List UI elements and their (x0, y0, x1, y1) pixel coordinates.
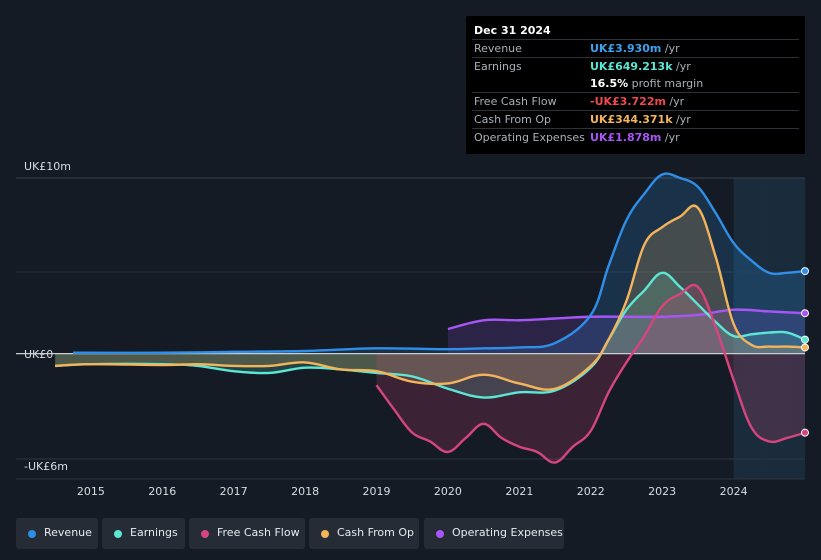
tooltip-value: -UK£3.722m (590, 95, 666, 108)
tooltip-value: UK£649.213k (590, 60, 673, 73)
operating-expenses-endpoint (801, 309, 809, 318)
x-tick-label: 2020 (434, 485, 462, 498)
revenue-line (72, 172, 806, 355)
legend-label: Revenue (44, 526, 92, 539)
x-tick-label: 2017 (220, 485, 248, 498)
tooltip: Dec 31 2024 Revenue UK£3.930m /yr Earnin… (466, 16, 805, 154)
tooltip-divider (472, 57, 799, 58)
tooltip-unit: /yr (665, 95, 685, 108)
legend-item-revenue[interactable]: Revenue (16, 518, 98, 549)
tooltip-divider (472, 92, 799, 93)
x-tick-label: 2018 (291, 485, 319, 498)
tooltip-row-earnings: Earnings UK£649.213k /yr (466, 58, 805, 75)
legend-dot-icon (201, 530, 209, 538)
tooltip-value: UK£1.878m (590, 131, 662, 144)
legend-dot-icon (321, 530, 329, 538)
tooltip-label: Revenue (474, 42, 522, 55)
legend-label: Earnings (130, 526, 178, 539)
x-tick-label: 2023 (648, 485, 676, 498)
tooltip-row-free-cash-flow: Free Cash Flow -UK£3.722m /yr (466, 93, 805, 110)
earnings-line (55, 271, 806, 399)
x-tick-label: 2022 (577, 485, 605, 498)
tooltip-row-operating-expenses: Operating Expenses UK£1.878m /yr (466, 129, 805, 146)
legend-label: Operating Expenses (452, 526, 563, 539)
revenue-endpoint (801, 267, 809, 276)
x-tick-label: 2021 (505, 485, 533, 498)
series-endpoints (801, 267, 809, 437)
tooltip-date: Dec 31 2024 (474, 24, 551, 37)
x-tick-labels: 2015 2016 2017 2018 2019 2020 2021 2022 2023 2024 (77, 485, 748, 498)
x-tick-label: 2015 (77, 485, 105, 498)
tooltip-unit: profit margin (628, 77, 704, 90)
x-tick-label: 2016 (148, 485, 176, 498)
free-cash-flow-area (376, 284, 805, 463)
legend-dot-icon (114, 530, 122, 538)
legend-dot-icon (436, 530, 444, 538)
legend-label: Free Cash Flow (217, 526, 300, 539)
tooltip-label: Operating Expenses (474, 131, 585, 144)
legend-item-free-cash-flow[interactable]: Free Cash Flow (189, 518, 305, 549)
tooltip-label: Cash From Op (474, 113, 552, 126)
operating-expenses-line (447, 308, 806, 331)
tooltip-unit: /yr (672, 113, 691, 126)
x-tick-label: 2024 (720, 485, 748, 498)
cash-from-op-endpoint (801, 343, 809, 352)
series-areas (55, 173, 806, 463)
cash-from-op-line (55, 204, 806, 391)
x-tick-label: 2019 (363, 485, 391, 498)
tooltip-label: Free Cash Flow (474, 95, 557, 108)
legend-dot-icon (28, 530, 36, 538)
free-cash-flow-line (375, 283, 806, 464)
tooltip-unit: /yr (661, 42, 680, 55)
legend-item-cash-from-op[interactable]: Cash From Op (309, 518, 419, 549)
tooltip-value: UK£3.930m (590, 42, 662, 55)
tooltip-row-profit-margin: 16.5% profit margin (466, 75, 805, 92)
tooltip-divider (472, 128, 799, 129)
tooltip-divider (472, 110, 799, 111)
legend-label: Cash From Op (337, 526, 415, 539)
y-label-top: UK£10m (24, 160, 71, 173)
cash-from-op-area (55, 205, 806, 390)
tooltip-unit: /yr (672, 60, 691, 73)
tooltip-value: UK£344.371k (590, 113, 673, 126)
legend-item-operating-expenses[interactable]: Operating Expenses (424, 518, 564, 549)
tooltip-value: 16.5% (590, 77, 629, 90)
free-cash-flow-endpoint (801, 428, 809, 437)
tooltip-divider (472, 39, 799, 40)
series-lines (55, 172, 806, 464)
tooltip-row-cash-from-op: Cash From Op UK£344.371k /yr (466, 111, 805, 128)
revenue-area (72, 173, 805, 354)
y-label-bottom: -UK£6m (24, 460, 68, 473)
y-label-zero: UK£0 (24, 348, 53, 361)
forecast-shade (733, 178, 805, 479)
earnings-endpoint (801, 335, 809, 344)
tooltip-row-revenue: Revenue UK£3.930m /yr (466, 40, 805, 57)
legend-item-earnings[interactable]: Earnings (102, 518, 185, 549)
tooltip-label: Earnings (474, 60, 522, 73)
tooltip-unit: /yr (661, 131, 680, 144)
